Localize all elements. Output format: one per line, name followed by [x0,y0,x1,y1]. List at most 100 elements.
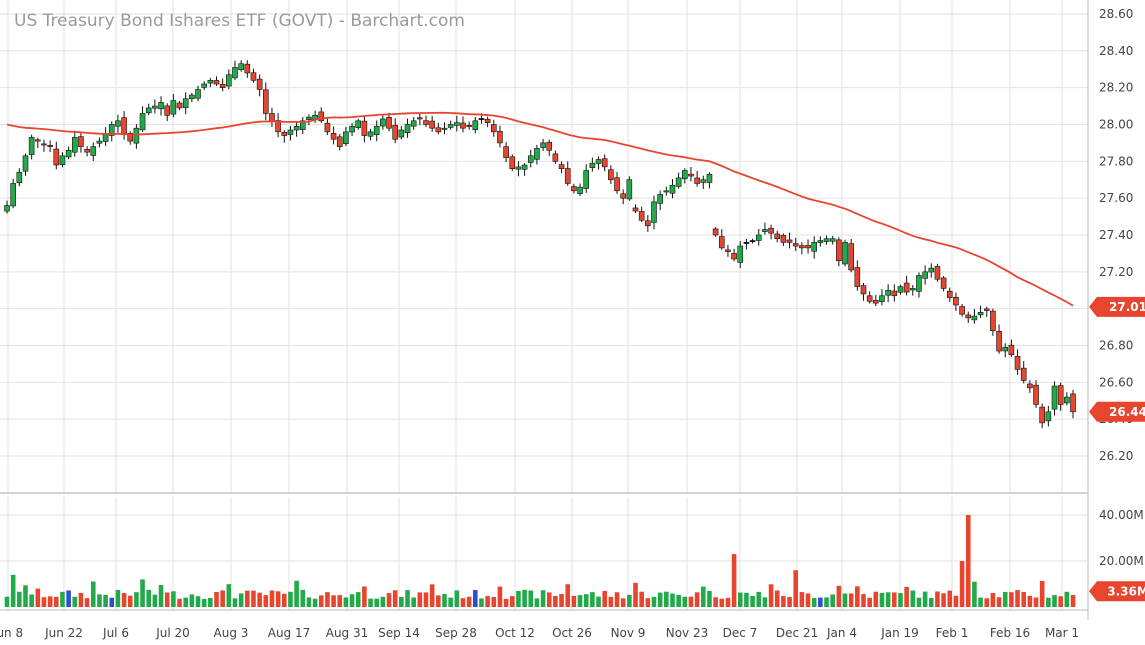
candle-body [78,136,84,147]
candle [35,137,41,149]
candle-body [959,306,965,315]
candle [361,116,368,143]
price-tick-label: 27.80 [1099,154,1133,168]
volume-bar [528,590,534,607]
volume-bar [47,596,53,607]
candle-body [645,220,651,227]
candle [638,206,645,223]
candle [380,115,386,130]
candle [940,276,947,292]
volume-bar [4,596,10,607]
candle-body [983,308,990,311]
volume-bar [670,593,675,607]
volume-bar [423,592,429,607]
x-tick-label: Oct 12 [495,626,535,640]
candle-body [663,190,670,193]
candle-body [244,63,251,74]
candle-body [65,149,72,158]
volume-bar [947,590,953,607]
volume-bar [232,598,238,607]
volume-bar [583,594,589,607]
candle [645,215,651,232]
price-tick-label: 28.60 [1099,7,1133,21]
candle [848,238,854,273]
x-tick-label: Dec 21 [776,626,818,640]
volume-bar [429,584,435,607]
x-tick-label: Sep 28 [435,626,477,640]
volume-bar [97,594,102,607]
candle-body [928,267,935,273]
candle [1002,343,1009,358]
candle [1064,392,1070,406]
candle [737,241,744,269]
candle [700,175,707,189]
volume-bar [146,589,152,607]
candle [65,146,72,160]
volume-bar [996,597,1002,607]
candle-body [96,140,103,144]
candle [626,176,633,201]
volume-bar [731,554,737,607]
candle [176,100,183,111]
candle [244,60,251,78]
x-tick-label: Jun 22 [44,626,83,640]
volume-badge-text: 3.36M [1107,584,1145,598]
candle [1014,349,1021,375]
candle [423,115,429,128]
candle-body [269,113,275,122]
candle-body [608,169,614,181]
price-tick-label: 26.60 [1099,375,1133,389]
candle-body [694,177,700,184]
candle-body [601,158,608,168]
candle [1020,361,1027,384]
candle [435,122,442,135]
volume-bar [571,595,577,607]
candle-body [306,116,312,120]
candle [663,186,670,196]
candle-body [1002,347,1009,352]
volume-bar [90,581,96,607]
volume-bar [904,586,909,607]
candle [330,126,337,145]
candle [903,275,910,296]
candle-body [885,289,891,296]
candle [632,204,639,214]
candle-body [324,122,331,133]
ma-badge: 27.01 [1089,296,1145,317]
candle [601,154,608,172]
candle [996,324,1002,354]
candle-body [651,201,657,223]
volume-bar [1058,596,1063,607]
candle-body [386,116,392,129]
candle [651,195,657,230]
candle-body [108,124,115,136]
candle [41,139,47,152]
candle-body [669,184,676,194]
candle-body [737,245,744,263]
candle [287,126,294,141]
volume-bar [707,590,712,607]
volume-bar [842,593,848,607]
candle-body [873,299,879,304]
volume-bar [984,598,990,607]
volume-bar [898,593,903,607]
volume-bar [972,581,977,607]
candle-body [860,285,867,295]
candle-body [213,80,220,85]
volume-bar [1039,580,1045,607]
volume-bar [288,591,293,607]
candle-body [484,118,491,123]
volume-bar [824,597,829,607]
volume-bar [53,596,59,607]
candle [164,103,171,122]
candle-body [571,186,577,192]
candle-body [35,139,41,142]
candle [472,117,479,134]
volume-bar [171,591,176,607]
volume-bar [836,585,842,607]
volume-bar [208,597,213,607]
volume-bar [331,595,336,607]
volume-bar [436,595,441,607]
volume-bar [183,597,188,607]
volume-bar [473,589,478,607]
